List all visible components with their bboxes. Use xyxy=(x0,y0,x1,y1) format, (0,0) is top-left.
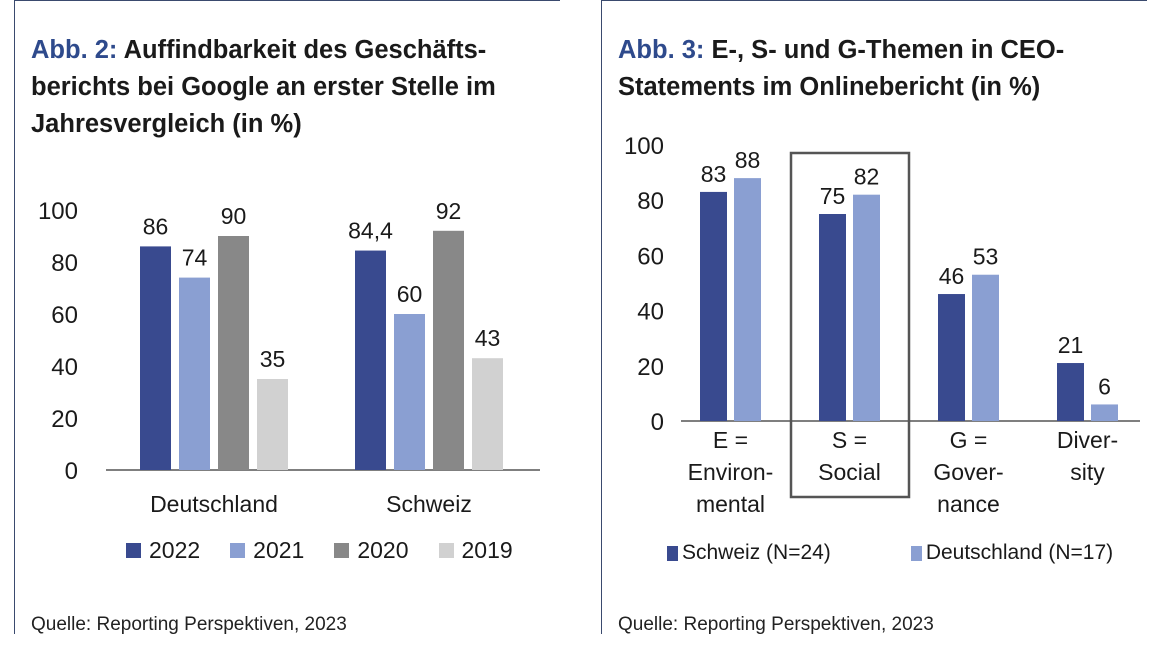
bar-diver-sity-deutschland-n-17 xyxy=(1091,404,1118,421)
figure-3-title-text: E-, S- und G-Themen in CEO-Statements im… xyxy=(618,36,1065,101)
figure-2-title-text: Auffindbarkeit des Geschäfts-berichts be… xyxy=(31,36,496,138)
legend-swatch-schweiz xyxy=(667,545,678,561)
legend-swatch-2021 xyxy=(230,543,246,558)
legend-item-2019: 2019 xyxy=(438,537,513,564)
data-label-deutschland-2021: 74 xyxy=(182,245,208,271)
data-label-schweiz-2019: 43 xyxy=(475,325,501,351)
legend-swatch-2020 xyxy=(334,543,350,558)
legend-item-schweiz: Schweiz (N=24) xyxy=(667,541,831,565)
y-tick-label: 40 xyxy=(637,299,664,326)
data-label-e-environ-mental-schweiz-n-24: 83 xyxy=(701,161,727,187)
legend-label-2021: 2021 xyxy=(253,537,305,563)
data-label-g-gover-nance-deutschland-n-17: 53 xyxy=(973,244,999,270)
x-category-label-g-gover-nance-line-2: Gover- xyxy=(933,459,1003,485)
data-label-g-gover-nance-schweiz-n-24: 46 xyxy=(939,263,965,289)
figure-2-number: Abb. 2: xyxy=(31,36,118,64)
bar-deutschland-2020 xyxy=(218,236,249,470)
y-tick-label: 80 xyxy=(51,250,78,277)
legend-label-schweiz: Schweiz (N=24) xyxy=(682,541,831,564)
figure-3-title: Abb. 3: E-, S- und G-Themen in CEO-State… xyxy=(618,32,1138,106)
bar-e-environ-mental-schweiz-n-24 xyxy=(700,191,727,421)
figure-3-chart: 0 20 40 60 80 100 83 88 E = Environ-mental 75 82 S =… xyxy=(624,133,1140,517)
bar-deutschland-2019 xyxy=(257,379,288,470)
bar-e-environ-mental-deutschland-n-17 xyxy=(734,178,761,421)
y-tick-label: 0 xyxy=(65,458,78,485)
bar-deutschland-2022 xyxy=(140,246,171,470)
x-category-label-s-social-line-1: S = xyxy=(832,427,867,453)
x-category-label-e-environ-mental-line-3: mental xyxy=(696,491,765,517)
figure-2-legend: 2022 2021 2020 2019 xyxy=(126,537,513,564)
x-category-label-g-gover-nance-line-1: G = xyxy=(950,427,988,453)
x-category-label-e-environ-mental-line-2: Environ- xyxy=(688,459,774,485)
legend-item-deutschland: Deutschland (N=17) xyxy=(910,541,1114,565)
bar-g-gover-nance-deutschland-n-17 xyxy=(972,274,999,421)
data-label-diver-sity-deutschland-n-17: 6 xyxy=(1098,373,1111,399)
y-tick-label: 100 xyxy=(38,198,78,225)
figure-2-panel xyxy=(14,0,560,634)
data-label-schweiz-2020: 92 xyxy=(436,198,462,224)
legend-item-2020: 2020 xyxy=(334,537,409,564)
data-label-e-environ-mental-deutschland-n-17: 88 xyxy=(735,147,761,173)
figure-2-chart: 0 20 40 60 80 100 86 74 90 35 Deutschland 84,4 60 92 4… xyxy=(38,198,540,517)
bar-schweiz-2021 xyxy=(394,314,425,470)
data-label-diver-sity-schweiz-n-24: 21 xyxy=(1058,332,1084,358)
legend-item-2022: 2022 xyxy=(126,537,200,564)
legend-label-2019: 2019 xyxy=(461,537,513,563)
y-tick-label: 20 xyxy=(51,406,78,433)
data-label-schweiz-2021: 60 xyxy=(397,281,423,307)
bar-diver-sity-schweiz-n-24 xyxy=(1057,363,1084,421)
data-label-deutschland-2020: 90 xyxy=(221,203,247,229)
legend-swatch-2022 xyxy=(126,543,141,558)
legend-item-2021: 2021 xyxy=(230,537,304,564)
legend-label-deutschland: Deutschland (N=17) xyxy=(925,541,1114,564)
legend-swatch-deutschland xyxy=(910,545,922,561)
y-tick-label: 60 xyxy=(637,243,664,270)
data-label-schweiz-2022: 84,4 xyxy=(348,218,393,244)
x-category-label-g-gover-nance-line-3: nance xyxy=(937,491,1000,517)
bar-schweiz-2020 xyxy=(433,230,464,470)
bar-s-social-deutschland-n-17 xyxy=(853,194,880,421)
y-tick-label: 100 xyxy=(624,133,664,160)
data-label-deutschland-2022: 86 xyxy=(143,213,169,239)
bar-schweiz-2022 xyxy=(355,250,386,470)
data-label-s-social-deutschland-n-17: 82 xyxy=(854,164,880,190)
data-label-s-social-schweiz-n-24: 75 xyxy=(820,183,846,209)
bar-g-gover-nance-schweiz-n-24 xyxy=(938,294,965,421)
bar-deutschland-2021 xyxy=(179,277,210,470)
figure-3-source: Quelle: Reporting Perspektiven, 2023 xyxy=(618,614,934,635)
bar-s-social-schweiz-n-24 xyxy=(819,214,846,421)
x-category-label-s-social-line-2: Social xyxy=(818,459,881,485)
y-tick-label: 60 xyxy=(51,302,78,329)
figure-3-legend: Schweiz (N=24) Deutschland (N=17) xyxy=(667,541,1113,565)
y-tick-label: 20 xyxy=(637,354,664,381)
legend-label-2020: 2020 xyxy=(357,537,409,563)
highlight-box-social xyxy=(789,151,911,499)
figure-2-source: Quelle: Reporting Perspektiven, 2023 xyxy=(31,614,347,635)
data-label-deutschland-2019: 35 xyxy=(260,346,286,372)
x-category-label-diver-sity-line-2: sity xyxy=(1070,459,1105,485)
bar-schweiz-2019 xyxy=(472,358,503,470)
figure-2-title: Abb. 2: Auffindbarkeit des Geschäfts-ber… xyxy=(31,32,551,143)
y-tick-label: 0 xyxy=(651,409,664,436)
figure-3-panel xyxy=(601,0,1147,634)
figure-3-number: Abb. 3: xyxy=(618,36,705,64)
y-tick-label: 80 xyxy=(637,188,664,215)
legend-swatch-2019 xyxy=(438,543,454,558)
x-category-label-schweiz: Schweiz xyxy=(386,491,472,517)
x-category-label-e-environ-mental-line-1: E = xyxy=(713,427,748,453)
legend-label-2022: 2022 xyxy=(149,537,201,563)
x-category-label-diver-sity-line-1: Diver- xyxy=(1057,427,1118,453)
x-category-label-deutschland: Deutschland xyxy=(150,491,278,517)
y-tick-label: 40 xyxy=(51,354,78,381)
